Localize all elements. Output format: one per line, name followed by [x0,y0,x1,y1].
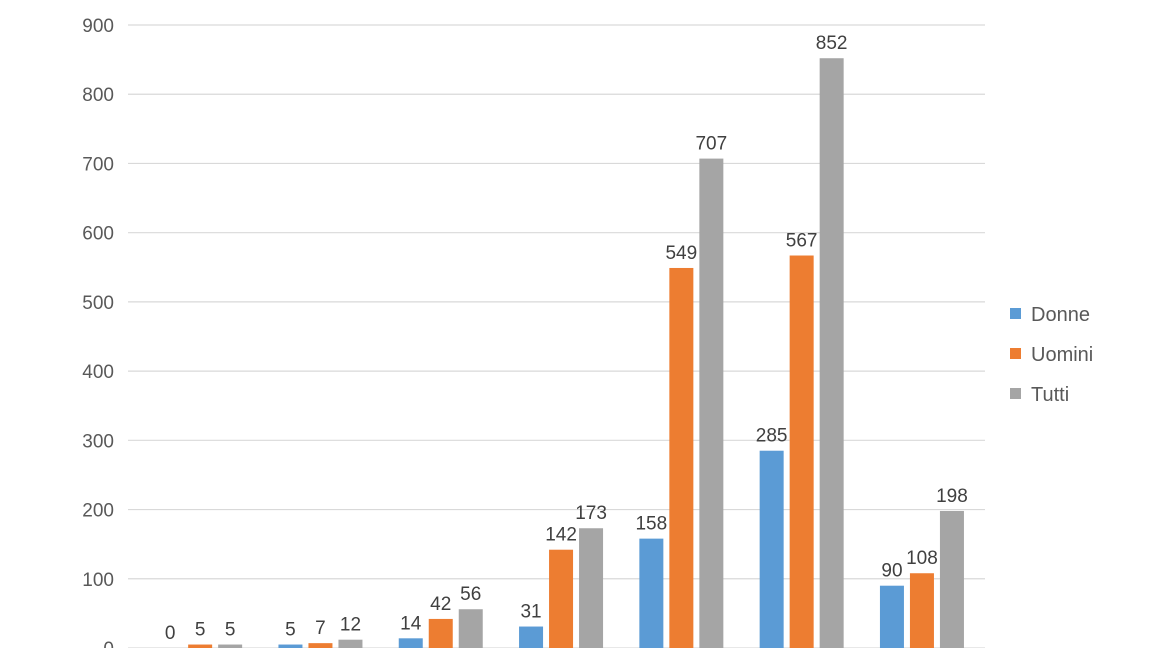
bar-uomini [308,643,333,648]
y-axis: 0 100 200 300 400 500 600 700 800 900 [82,16,114,653]
bar-donne [759,450,784,648]
y-tick-label: 600 [82,224,114,245]
bar-tutti [699,158,724,649]
data-label: 5 [225,620,236,641]
data-label: 285 [756,426,788,447]
y-tick-label: 200 [82,501,114,522]
legend-label-donne: Donne [1031,304,1090,326]
bar-tutti [218,644,243,648]
bar-uomini [909,573,934,648]
y-tick-label: 500 [82,293,114,314]
gridlines [128,24,985,649]
bar-tutti [939,510,964,648]
data-label: 108 [906,548,938,569]
y-tick-label: 300 [82,431,114,452]
data-label: 7 [315,618,326,639]
bar-donne [519,626,544,648]
y-tick-label: 800 [82,85,114,106]
data-label: 0 [165,623,176,644]
y-tick-label: 400 [82,362,114,383]
bar-donne [278,644,303,648]
bar-tutti [579,528,604,648]
bar-tutti [819,58,844,648]
y-tick-label: 900 [82,16,114,37]
data-label: 90 [881,561,902,582]
data-label: 42 [430,594,451,615]
data-label: 198 [936,486,968,507]
data-label: 567 [786,231,818,252]
legend-swatch-donne [1010,308,1021,319]
legend-label-uomini: Uomini [1031,344,1093,366]
data-label: 549 [665,243,697,264]
bar-donne [879,585,904,648]
bar-tutti [338,639,363,648]
data-label: 852 [816,33,848,54]
data-label: 31 [520,602,541,623]
data-label: 5 [285,620,296,641]
y-tick-label: 100 [82,570,114,591]
bar-uomini [549,549,574,648]
y-tick-label: 0 [103,639,114,648]
legend-label-tutti: Tutti [1031,384,1069,406]
legend-swatch-uomini [1010,348,1021,359]
data-label: 158 [635,514,667,535]
bar-uomini [428,618,453,648]
bar-uomini [669,267,694,648]
bar-tutti [458,609,483,648]
bar-uomini [188,644,213,648]
legend: Donne Uomini Tutti [1010,304,1093,406]
bar-uomini [789,255,814,648]
bar-donne [398,638,423,648]
data-label: 142 [545,525,577,546]
data-label: 5 [195,620,206,641]
bar-donne [639,538,664,648]
y-tick-label: 700 [82,154,114,175]
data-label: 12 [340,615,361,636]
data-label: 14 [400,613,422,634]
legend-swatch-tutti [1010,388,1021,399]
data-label: 707 [695,134,727,155]
bars [188,58,964,649]
data-label: 56 [460,584,481,605]
data-label: 173 [575,503,607,524]
